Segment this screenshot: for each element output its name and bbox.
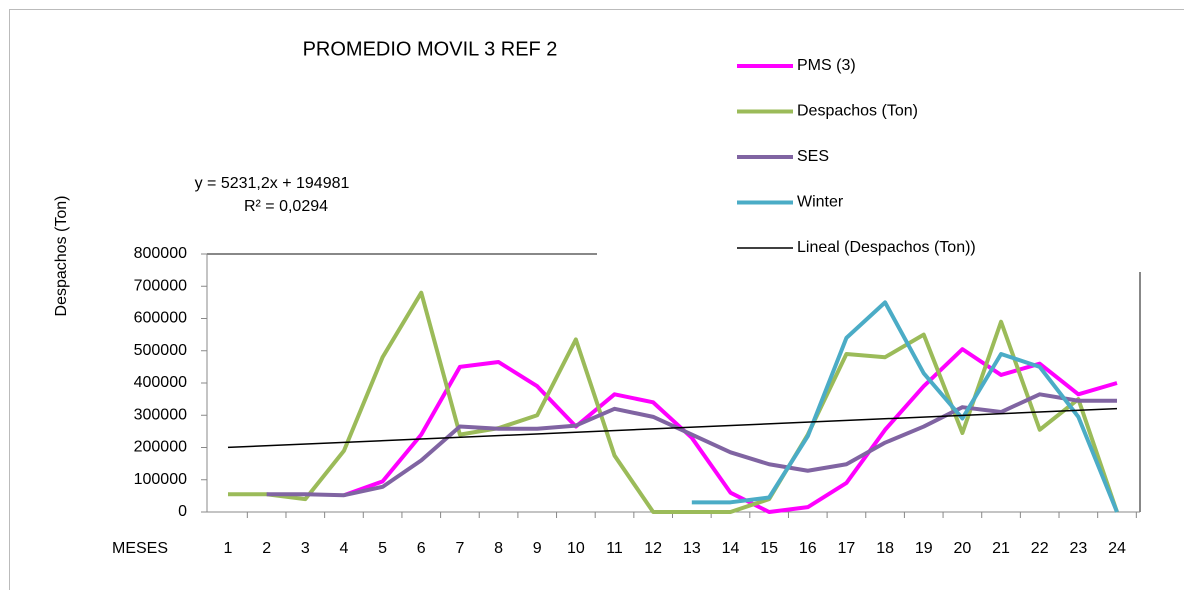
x-tick-label: 20: [953, 540, 971, 557]
x-tick-label: 9: [533, 540, 542, 557]
legend-label: SES: [797, 148, 829, 165]
x-tick-label: 6: [417, 540, 426, 557]
series-line: [266, 392, 1117, 498]
x-axis-label: MESES: [112, 540, 168, 557]
x-tick-label: 7: [455, 540, 464, 557]
y-tick-label: 600000: [134, 310, 187, 327]
x-tick-label: 12: [644, 540, 662, 557]
y-axis-label: Despachos (Ton): [53, 196, 70, 317]
trendline: [227, 407, 1118, 449]
legend-label: Winter: [797, 194, 844, 211]
x-tick-label: 18: [876, 540, 894, 557]
y-tick-label: 500000: [134, 342, 187, 359]
x-tick-label: 16: [799, 540, 817, 557]
equation: y = 5231,2x + 194981: [195, 175, 350, 192]
x-tick-label: 21: [992, 540, 1010, 557]
y-tick-label: 100000: [134, 471, 187, 488]
chart-title: PROMEDIO MOVIL 3 REF 2: [303, 38, 558, 60]
x-tick-label: 8: [494, 540, 503, 557]
series-line: [228, 290, 1119, 514]
y-tick-label: 300000: [134, 406, 187, 423]
x-tick-label: 14: [722, 540, 740, 557]
x-tick-label: 10: [567, 540, 585, 557]
x-tick-label: 15: [760, 540, 778, 557]
y-tick-label: 0: [178, 503, 187, 520]
x-tick-label: 19: [915, 540, 933, 557]
x-tick-label: 3: [301, 540, 310, 557]
x-tick-label: 4: [340, 540, 349, 557]
y-tick-label: 700000: [134, 277, 187, 294]
series-line: [691, 300, 1119, 513]
y-tick-label: 800000: [134, 245, 187, 262]
legend-label: PMS (3): [797, 57, 856, 74]
x-tick-label: 5: [378, 540, 387, 557]
y-tick-label: 400000: [134, 374, 187, 391]
legend-label: Despachos (Ton): [797, 103, 918, 120]
x-tick-label: 2: [262, 540, 271, 557]
r-squared: R² = 0,0294: [244, 198, 328, 215]
x-tick-label: 23: [1069, 540, 1087, 557]
x-tick-label: 11: [606, 540, 623, 557]
x-tick-label: 22: [1031, 540, 1049, 557]
x-tick-label: 13: [683, 540, 701, 557]
series-line: [343, 347, 1118, 514]
x-tick-label: 1: [224, 540, 233, 557]
x-tick-label: 17: [838, 540, 856, 557]
y-tick-label: 200000: [134, 439, 187, 456]
x-tick-label: 24: [1108, 540, 1126, 557]
legend-label: Lineal (Despachos (Ton)): [797, 239, 976, 256]
chart-border: [9, 9, 1184, 590]
